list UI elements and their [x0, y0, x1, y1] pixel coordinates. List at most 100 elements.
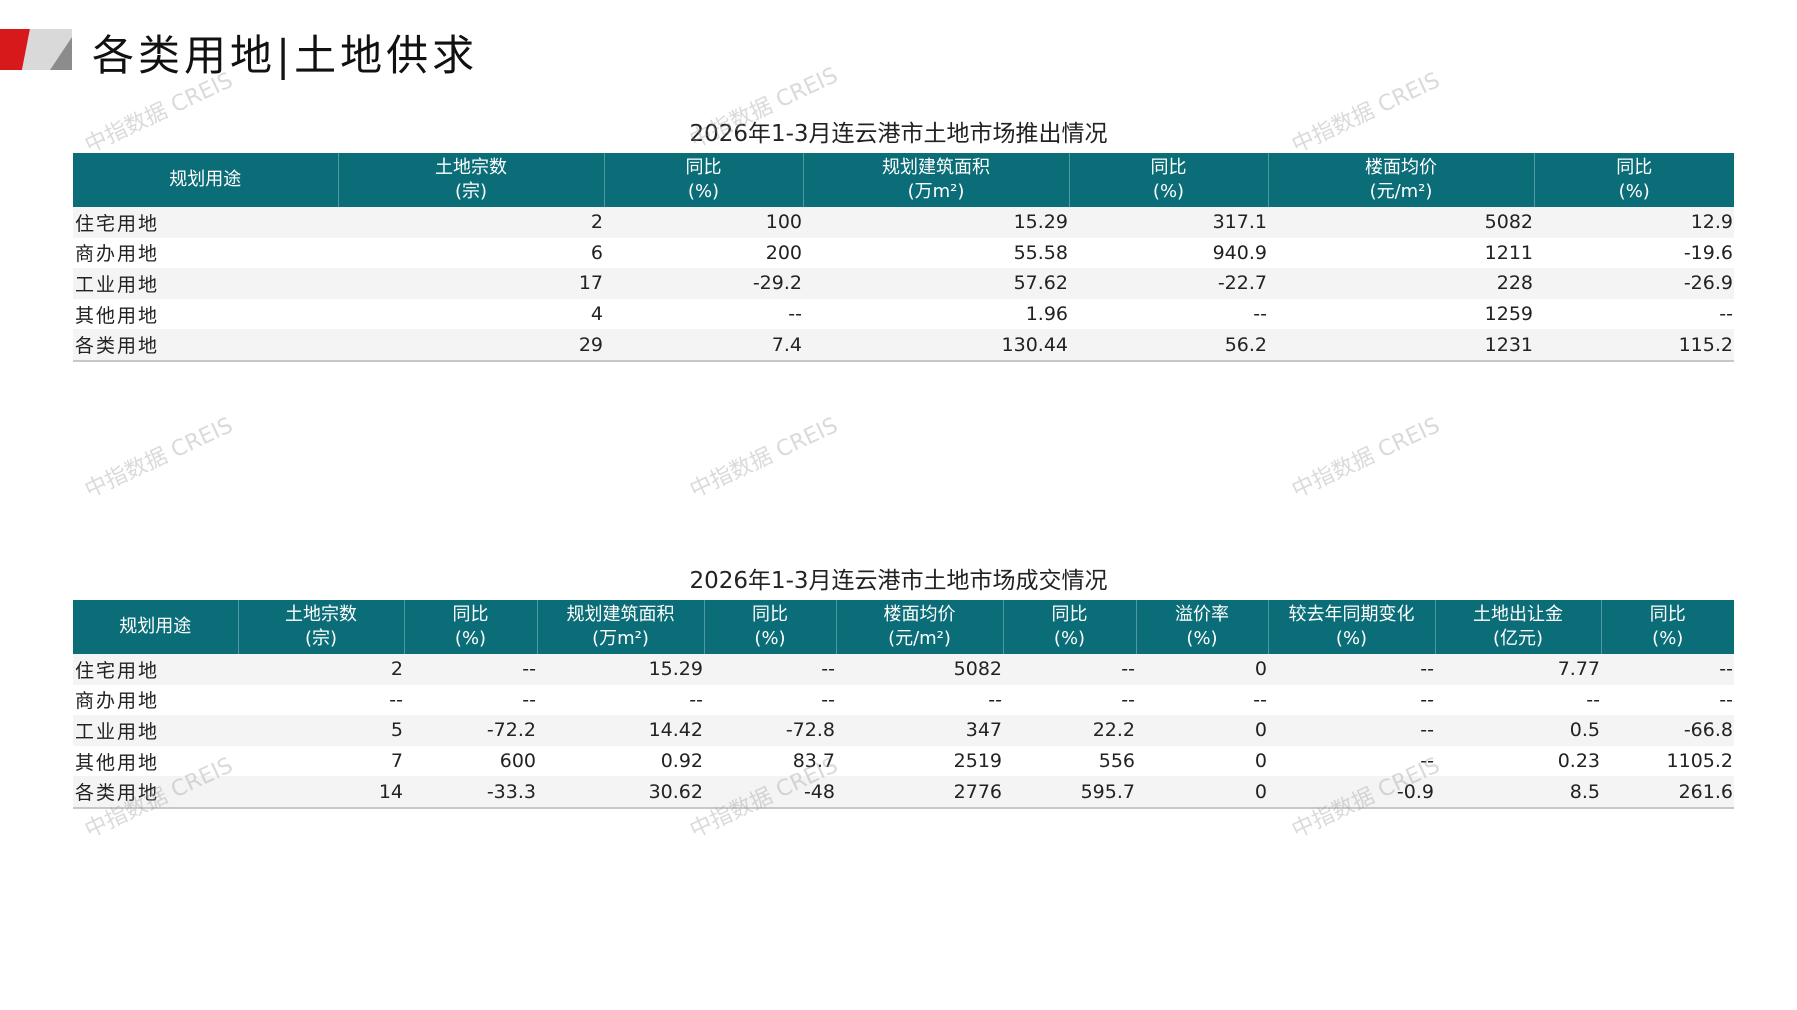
table-cell: 2519: [953, 750, 1002, 773]
table-cell: 5: [238, 715, 404, 746]
table-cell: --: [1121, 688, 1135, 711]
row-label: 其他用地: [75, 304, 160, 327]
watermark: 中指数据 CREIS: [686, 413, 842, 504]
page-title: 各类用地|土地供求: [92, 31, 479, 80]
table-cell: 14.42: [537, 715, 704, 746]
table-cell: -72.2: [404, 715, 537, 746]
table-cell: 556: [1098, 750, 1135, 773]
table-cell: --: [821, 688, 835, 711]
table-cell: 55.58: [1013, 241, 1068, 264]
table-cell: 1211: [1484, 241, 1533, 264]
table-cell: --: [788, 303, 802, 326]
table-cell: -33.3: [404, 776, 537, 809]
watermark: 中指数据 CREIS: [81, 413, 237, 504]
table-row: 各类用地 14 -33.3 30.62 -48 2776 595.7 0 -0.9 8.5 261.…: [73, 776, 1734, 809]
watermark: 中指数据 CREIS: [1288, 413, 1444, 504]
column-header: 土地宗数 (宗): [337, 153, 604, 207]
table-cell: --: [1003, 654, 1136, 685]
row-label: 商办用地: [75, 243, 160, 266]
table-row: 各类用地 29 7.4 130.44 56.2 1231 115.2: [73, 329, 1734, 362]
table-cell: -29.2: [604, 268, 803, 299]
table-cell: 15.29: [537, 654, 704, 685]
table-cell: -19.6: [1683, 241, 1733, 264]
table-cell: 7: [390, 750, 403, 773]
column-header: 同比 (%): [1600, 600, 1734, 654]
deal-table-title: 2026年1-3月连云港市土地市场成交情况: [689, 568, 1108, 594]
table-cell: -22.7: [1069, 268, 1268, 299]
table-row: 商办用地 -- -- -- -- -- -- -- -- -- --: [73, 685, 1734, 716]
supply-table-title: 2026年1-3月连云港市土地市场推出情况: [689, 121, 1108, 147]
table-cell: 14: [238, 776, 404, 809]
row-label: 工业用地: [73, 268, 338, 299]
table-cell: -72.8: [704, 715, 836, 746]
table-row: 其他用地 4 -- 1.96 -- 1259 --: [73, 299, 1734, 330]
column-header: 同比 (%): [1068, 153, 1268, 207]
table-cell: --: [704, 654, 836, 685]
table-cell: 12.9: [1534, 207, 1734, 238]
table-cell: --: [1719, 303, 1733, 326]
table-cell: 600: [499, 750, 536, 773]
table-cell: 4: [590, 303, 603, 326]
column-header: 同比 (%): [703, 600, 836, 654]
column-header: 同比 (%): [403, 600, 537, 654]
table-cell: --: [689, 688, 703, 711]
table-cell: 2: [338, 207, 604, 238]
column-header: 同比 (%): [1002, 600, 1136, 654]
table-row: 工业用地 5 -72.2 14.42 -72.8 347 22.2 0 -- 0.5 -66.8: [73, 715, 1734, 746]
deal-table: 规划用途 土地宗数 (宗) 同比 (%) 规划建筑面积 (万m²) 同比 (%) 楼面均价…: [73, 600, 1734, 809]
column-header: 楼面均价 (元/m²): [835, 600, 1003, 654]
brand-logo: [0, 29, 72, 70]
table-cell: 0: [1254, 750, 1267, 773]
table-cell: 0: [1136, 776, 1268, 809]
table-cell: 317.1: [1069, 207, 1268, 238]
row-label: 工业用地: [73, 715, 238, 746]
table-cell: --: [1586, 688, 1600, 711]
table-cell: -0.9: [1268, 776, 1435, 809]
column-header: 规划用途: [73, 153, 338, 207]
table-cell: --: [988, 688, 1002, 711]
table-cell: 29: [338, 329, 604, 362]
table-cell: 30.62: [537, 776, 704, 809]
supply-table: 规划用途 土地宗数 (宗) 同比 (%) 规划建筑面积 (万m²) 同比 (%) 楼面均价…: [73, 153, 1734, 362]
table-cell: 1.96: [1025, 303, 1068, 326]
column-header: 规划用途: [73, 600, 238, 654]
column-header: 同比 (%): [1533, 153, 1734, 207]
table-cell: 22.2: [1003, 715, 1136, 746]
table-cell: --: [1268, 715, 1435, 746]
table-cell: 595.7: [1003, 776, 1136, 809]
column-header: 规划建筑面积 (万m²): [802, 153, 1069, 207]
table-cell: 347: [836, 715, 1003, 746]
table-row: 其他用地 7 600 0.92 83.7 2519 556 0 -- 0.23 1105.2: [73, 746, 1734, 777]
table-cell: 261.6: [1601, 776, 1734, 809]
table-cell: 1259: [1484, 303, 1533, 326]
table-row: 住宅用地 2 100 15.29 317.1 5082 12.9: [73, 207, 1734, 238]
column-header: 较去年同期变化 (%): [1267, 600, 1435, 654]
column-header: 同比 (%): [603, 153, 803, 207]
table-cell: 56.2: [1069, 329, 1268, 362]
table-cell: --: [1268, 654, 1435, 685]
table-cell: 83.7: [792, 750, 835, 773]
table-row: 工业用地 17 -29.2 57.62 -22.7 228 -26.9: [73, 268, 1734, 299]
table-cell: -48: [704, 776, 836, 809]
table-cell: --: [1601, 654, 1734, 685]
table-cell: 228: [1268, 268, 1534, 299]
column-header: 规划建筑面积 (万m²): [536, 600, 704, 654]
column-header: 土地出让金 (亿元): [1434, 600, 1601, 654]
table-cell: --: [1253, 303, 1267, 326]
table-cell: 1105.2: [1666, 750, 1733, 773]
row-label: 住宅用地: [73, 207, 338, 238]
table-cell: --: [1253, 688, 1267, 711]
table-cell: 200: [765, 241, 802, 264]
table-cell: 0.23: [1557, 750, 1600, 773]
table-cell: 115.2: [1534, 329, 1734, 362]
table-cell: --: [1420, 688, 1434, 711]
table-cell: 5082: [836, 654, 1003, 685]
table-cell: 5082: [1268, 207, 1534, 238]
table-cell: 2776: [836, 776, 1003, 809]
table-cell: 0: [1136, 654, 1268, 685]
column-header: 土地宗数 (宗): [237, 600, 404, 654]
table-cell: 2: [238, 654, 404, 685]
table-cell: 100: [604, 207, 803, 238]
table-cell: 57.62: [803, 268, 1069, 299]
row-label: 各类用地: [73, 329, 338, 362]
